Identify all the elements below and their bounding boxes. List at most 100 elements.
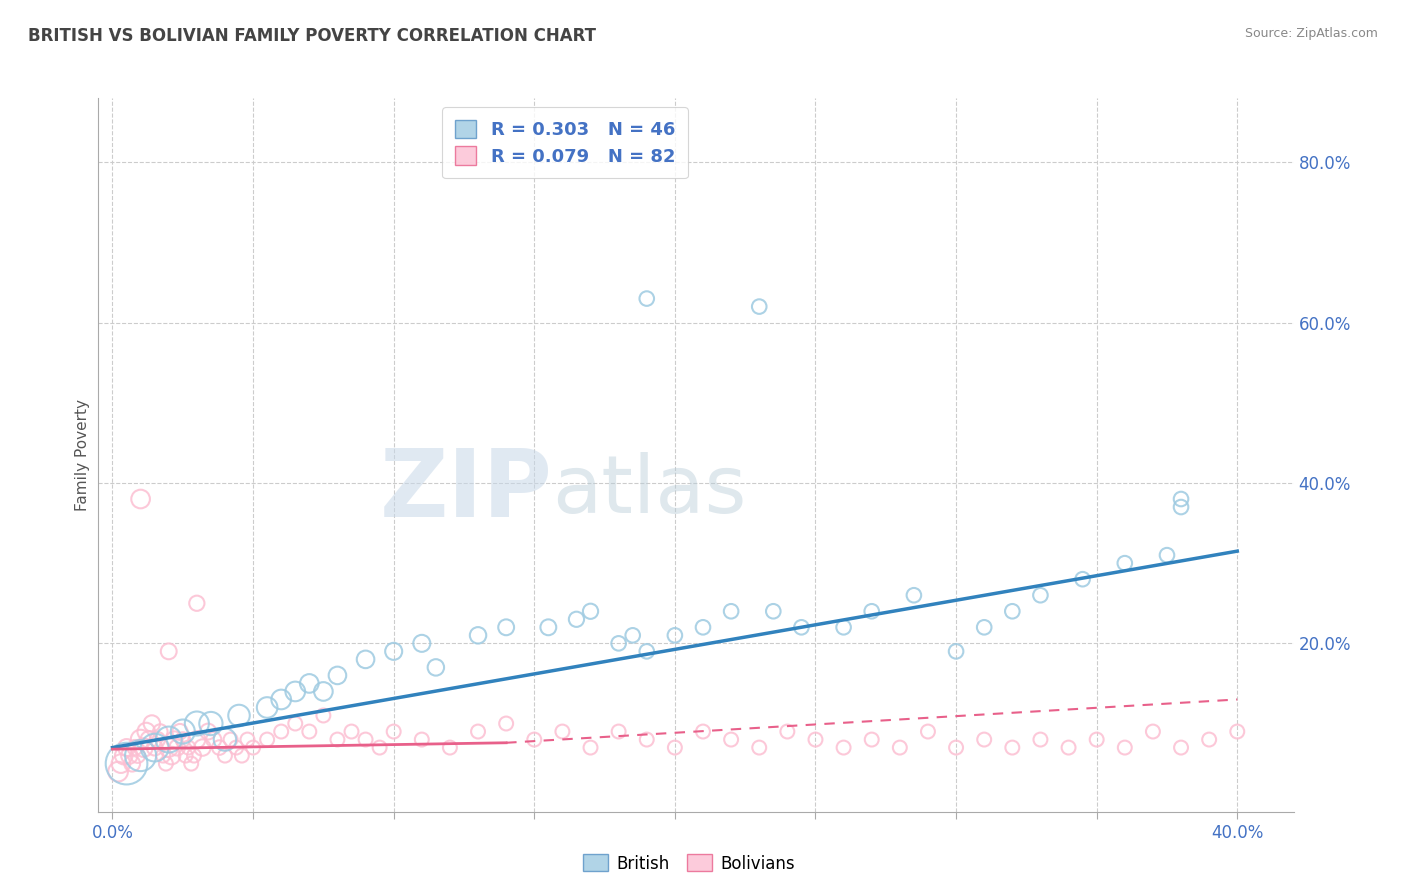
Point [143, 740, 166, 755]
Point [945, 740, 967, 755]
Point [208, 740, 231, 755]
Text: Source: ZipAtlas.com: Source: ZipAtlas.com [1244, 27, 1378, 40]
Point [180, 756, 202, 771]
Point [439, 740, 461, 755]
Point [565, 612, 588, 626]
Point [155, 756, 177, 771]
Point [467, 628, 489, 642]
Y-axis label: Family Poverty: Family Poverty [75, 399, 90, 511]
Point [636, 644, 658, 658]
Point [382, 644, 405, 658]
Point [832, 740, 855, 755]
Point [1198, 732, 1220, 747]
Legend: R = 0.303   N = 46, R = 0.079   N = 82: R = 0.303 N = 46, R = 0.079 N = 82 [441, 107, 688, 178]
Point [1029, 732, 1052, 747]
Point [692, 620, 714, 634]
Point [790, 620, 813, 634]
Point [411, 732, 433, 747]
Point [326, 668, 349, 682]
Point [607, 724, 630, 739]
Point [354, 732, 377, 747]
Point [1170, 500, 1192, 514]
Point [231, 748, 253, 763]
Point [382, 724, 405, 739]
Point [186, 596, 208, 610]
Point [270, 724, 292, 739]
Point [177, 740, 200, 755]
Point [225, 740, 247, 755]
Point [1071, 572, 1094, 586]
Point [720, 604, 742, 618]
Point [270, 692, 292, 706]
Point [115, 756, 138, 771]
Point [146, 732, 169, 747]
Point [889, 740, 911, 755]
Point [112, 748, 135, 763]
Point [157, 732, 180, 747]
Point [228, 708, 250, 723]
Point [149, 724, 172, 739]
Point [129, 748, 152, 763]
Point [118, 748, 141, 763]
Point [1085, 732, 1108, 747]
Point [169, 724, 191, 739]
Point [121, 756, 143, 771]
Point [157, 740, 180, 755]
Point [354, 652, 377, 666]
Text: ZIP: ZIP [380, 444, 553, 537]
Point [143, 740, 166, 755]
Point [917, 724, 939, 739]
Point [804, 732, 827, 747]
Point [832, 620, 855, 634]
Point [720, 732, 742, 747]
Point [748, 740, 770, 755]
Point [236, 732, 259, 747]
Point [579, 604, 602, 618]
Point [762, 604, 785, 618]
Point [163, 732, 186, 747]
Point [166, 740, 188, 755]
Point [579, 740, 602, 755]
Point [973, 620, 995, 634]
Point [160, 748, 183, 763]
Point [284, 684, 307, 698]
Point [467, 724, 489, 739]
Point [636, 292, 658, 306]
Point [664, 628, 686, 642]
Point [219, 732, 242, 747]
Point [860, 732, 883, 747]
Point [340, 724, 363, 739]
Point [1057, 740, 1080, 755]
Point [411, 636, 433, 650]
Point [214, 732, 236, 747]
Point [135, 724, 157, 739]
Point [312, 708, 335, 723]
Point [214, 748, 236, 763]
Point [186, 732, 208, 747]
Point [115, 740, 138, 755]
Point [748, 300, 770, 314]
Point [172, 724, 194, 739]
Point [1170, 740, 1192, 755]
Point [621, 628, 644, 642]
Point [174, 748, 197, 763]
Point [860, 604, 883, 618]
Point [284, 716, 307, 731]
Point [551, 724, 574, 739]
Point [183, 748, 205, 763]
Point [202, 732, 225, 747]
Point [141, 716, 163, 731]
Point [523, 732, 546, 747]
Point [172, 732, 194, 747]
Point [298, 676, 321, 690]
Point [607, 636, 630, 650]
Point [903, 588, 925, 602]
Point [425, 660, 447, 674]
Text: BRITISH VS BOLIVIAN FAMILY POVERTY CORRELATION CHART: BRITISH VS BOLIVIAN FAMILY POVERTY CORRE… [28, 27, 596, 45]
Point [537, 620, 560, 634]
Point [1114, 740, 1136, 755]
Point [776, 724, 799, 739]
Point [129, 732, 152, 747]
Point [132, 740, 155, 755]
Point [197, 724, 219, 739]
